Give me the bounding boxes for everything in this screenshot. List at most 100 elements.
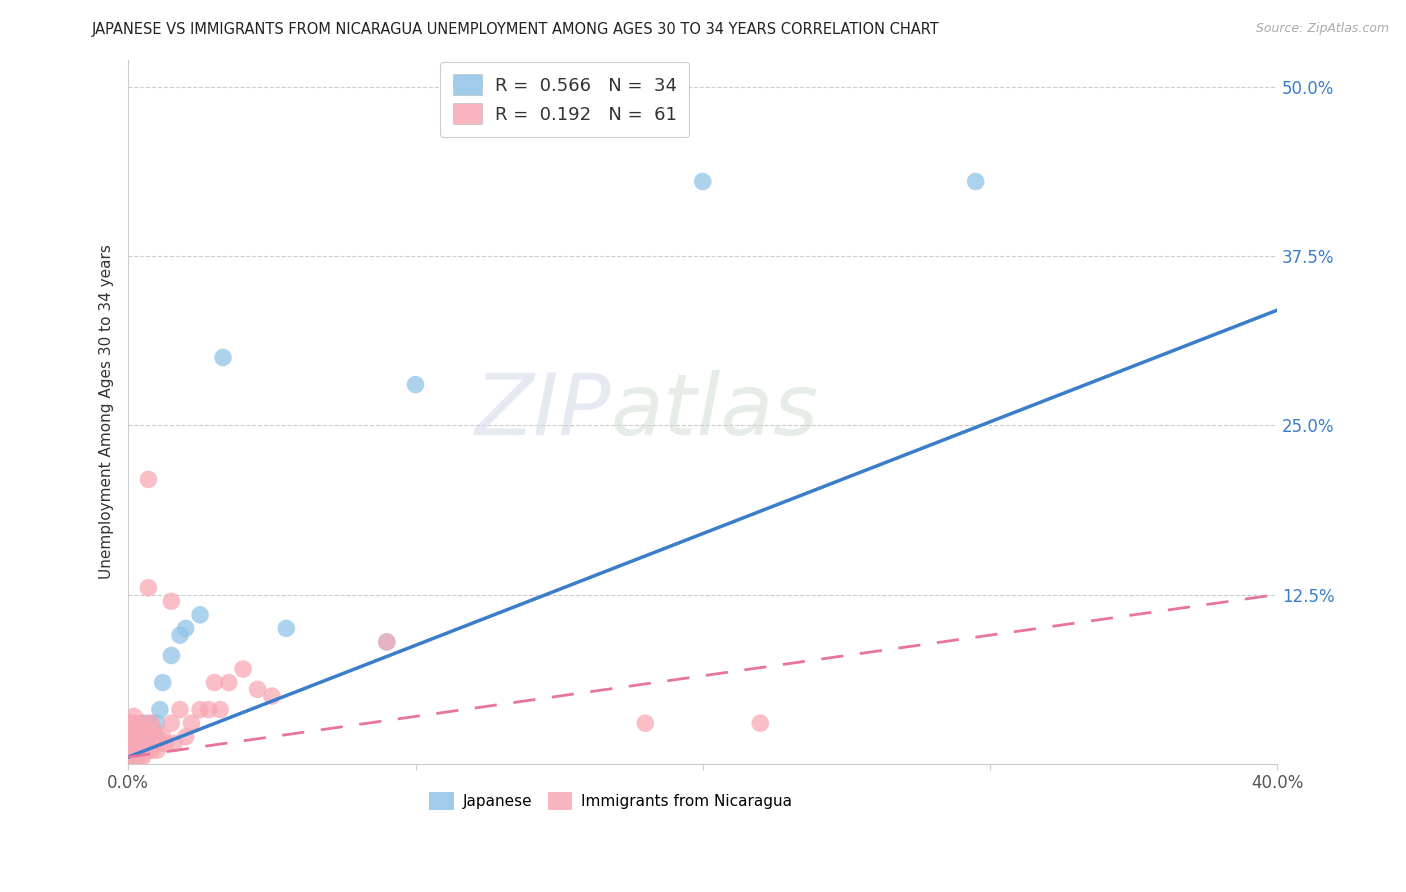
Point (125, 750, 148, 764)
Point (749, 716, 772, 731)
Point (122, 750, 145, 764)
Point (276, 621, 298, 635)
Point (155, 737, 177, 751)
Point (131, 716, 153, 731)
Point (405, 377, 427, 392)
Point (131, 730, 153, 744)
Point (160, 594, 183, 608)
Point (218, 675, 240, 690)
Point (134, 723, 156, 737)
Point (965, 174, 987, 188)
Point (160, 648, 183, 663)
Point (260, 689, 283, 703)
Point (141, 730, 163, 744)
Text: Source: ZipAtlas.com: Source: ZipAtlas.com (1256, 22, 1389, 36)
Point (138, 730, 160, 744)
Point (122, 730, 145, 744)
Point (128, 750, 150, 764)
Point (143, 723, 166, 737)
Point (125, 730, 148, 744)
Point (143, 723, 166, 737)
Point (375, 635, 398, 649)
Point (125, 723, 148, 737)
Point (122, 723, 145, 737)
Point (128, 723, 150, 737)
Text: ZIP: ZIP (475, 370, 610, 453)
Point (120, 737, 142, 751)
Point (128, 743, 150, 757)
Point (152, 730, 174, 744)
Point (169, 703, 191, 717)
Legend: Japanese, Immigrants from Nicaragua: Japanese, Immigrants from Nicaragua (423, 786, 799, 816)
Point (128, 730, 150, 744)
Point (246, 682, 269, 697)
Point (120, 730, 142, 744)
Point (209, 703, 232, 717)
Point (120, 743, 142, 757)
Point (138, 716, 160, 731)
Point (138, 743, 160, 757)
Text: atlas: atlas (610, 370, 818, 453)
Point (174, 621, 197, 635)
Point (134, 743, 156, 757)
Text: JAPANESE VS IMMIGRANTS FROM NICARAGUA UNEMPLOYMENT AMONG AGES 30 TO 34 YEARS COR: JAPANESE VS IMMIGRANTS FROM NICARAGUA UN… (91, 22, 939, 37)
Point (131, 716, 153, 731)
Point (128, 737, 150, 751)
Point (134, 737, 156, 751)
Point (122, 737, 145, 751)
Point (131, 730, 153, 744)
Point (163, 737, 186, 751)
Point (232, 662, 254, 676)
Point (138, 472, 160, 486)
Point (146, 716, 169, 731)
Point (122, 730, 145, 744)
Point (212, 351, 235, 365)
Point (125, 737, 148, 751)
Point (128, 743, 150, 757)
Point (149, 737, 172, 751)
Y-axis label: Unemployment Among Ages 30 to 34 years: Unemployment Among Ages 30 to 34 years (100, 244, 114, 579)
Point (120, 743, 142, 757)
Point (134, 737, 156, 751)
Point (125, 743, 148, 757)
Point (141, 730, 163, 744)
Point (188, 703, 211, 717)
Point (120, 750, 142, 764)
Point (122, 743, 145, 757)
Point (131, 750, 153, 764)
Point (125, 750, 148, 764)
Point (204, 675, 226, 690)
Point (138, 737, 160, 751)
Point (122, 750, 145, 764)
Point (138, 581, 160, 595)
Point (120, 750, 142, 764)
Point (128, 737, 150, 751)
Point (692, 174, 714, 188)
Point (160, 716, 183, 731)
Point (122, 716, 145, 731)
Point (169, 628, 191, 642)
Point (122, 709, 145, 723)
Point (134, 723, 156, 737)
Point (125, 743, 148, 757)
Point (122, 737, 145, 751)
Point (188, 607, 211, 622)
Point (120, 743, 142, 757)
Point (149, 703, 172, 717)
Point (146, 730, 169, 744)
Point (125, 730, 148, 744)
Point (120, 723, 142, 737)
Point (174, 730, 197, 744)
Point (375, 635, 398, 649)
Point (122, 743, 145, 757)
Point (180, 716, 202, 731)
Point (141, 716, 163, 731)
Point (131, 743, 153, 757)
Point (143, 737, 166, 751)
Point (197, 703, 219, 717)
Point (634, 716, 657, 731)
Point (146, 743, 169, 757)
Point (152, 675, 174, 690)
Point (141, 743, 163, 757)
Point (131, 743, 153, 757)
